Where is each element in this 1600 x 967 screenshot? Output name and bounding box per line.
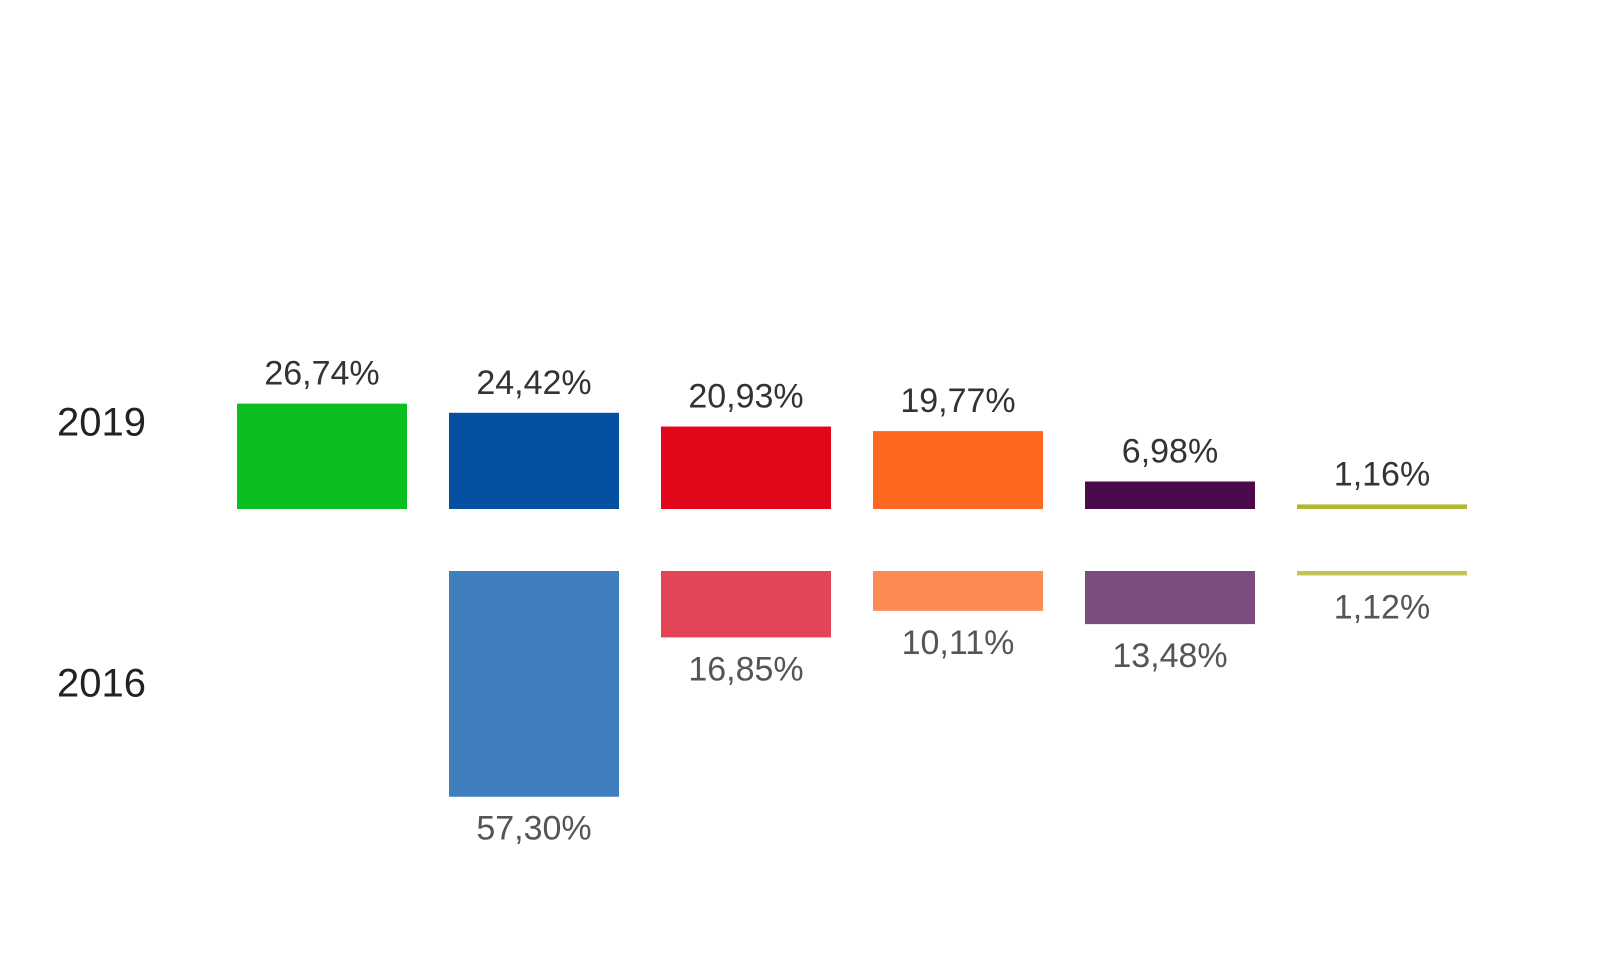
series-label: 2019 <box>57 401 146 445</box>
value-label: 19,77% <box>900 382 1015 420</box>
bar <box>873 571 1043 611</box>
bar <box>1085 571 1255 625</box>
value-label: 26,74% <box>264 355 379 393</box>
value-label: 6,98% <box>1122 432 1218 470</box>
bar <box>661 571 831 638</box>
bar <box>1297 571 1467 576</box>
value-label: 20,93% <box>688 378 803 416</box>
bar <box>1297 504 1467 509</box>
bar <box>1085 481 1255 509</box>
value-label: 1,16% <box>1334 455 1430 493</box>
value-label: 13,48% <box>1112 637 1227 675</box>
value-label: 57,30% <box>476 810 591 848</box>
value-label: 16,85% <box>688 650 803 688</box>
bar <box>449 412 619 509</box>
value-label: 10,11% <box>902 624 1015 662</box>
bar <box>449 571 619 797</box>
bar <box>661 426 831 509</box>
value-label: 1,12% <box>1334 588 1430 626</box>
value-label: 24,42% <box>476 364 591 402</box>
series-label: 2016 <box>57 662 146 706</box>
bar <box>873 431 1043 509</box>
bar <box>237 403 407 509</box>
